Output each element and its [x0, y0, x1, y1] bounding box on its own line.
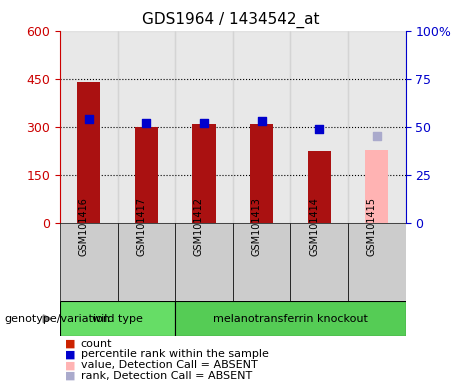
Bar [233, 223, 290, 301]
Text: GSM101413: GSM101413 [252, 197, 262, 256]
Bar [60, 301, 175, 336]
Bar [175, 301, 406, 336]
Bar [77, 82, 100, 223]
Bar [348, 31, 406, 223]
Bar [233, 31, 290, 223]
Bar [60, 223, 118, 301]
Text: genotype/variation: genotype/variation [5, 314, 111, 324]
Bar [193, 124, 216, 223]
Bar [118, 223, 175, 301]
Point [142, 120, 150, 126]
Text: GSM101412: GSM101412 [194, 197, 204, 256]
Point [258, 118, 266, 124]
Text: GSM101415: GSM101415 [367, 197, 377, 256]
Text: GSM101417: GSM101417 [136, 197, 146, 256]
Bar [250, 124, 273, 223]
Bar [135, 127, 158, 223]
Point [200, 120, 207, 126]
Text: value, Detection Call = ABSENT: value, Detection Call = ABSENT [81, 360, 257, 370]
Text: GDS1964 / 1434542_at: GDS1964 / 1434542_at [142, 12, 319, 28]
Text: percentile rank within the sample: percentile rank within the sample [81, 349, 269, 359]
Point [85, 116, 92, 122]
Text: wild type: wild type [92, 314, 143, 324]
Text: melanotransferrin knockout: melanotransferrin knockout [213, 314, 368, 324]
Bar [60, 31, 118, 223]
Bar [175, 223, 233, 301]
Bar [290, 31, 348, 223]
Point [373, 133, 381, 139]
Bar [290, 223, 348, 301]
Text: count: count [81, 339, 112, 349]
Bar [365, 150, 388, 223]
Point [315, 126, 323, 132]
Text: rank, Detection Call = ABSENT: rank, Detection Call = ABSENT [81, 371, 252, 381]
Bar [118, 31, 175, 223]
Bar [175, 31, 233, 223]
Text: ■: ■ [65, 339, 75, 349]
Text: ■: ■ [65, 360, 75, 370]
Text: ■: ■ [65, 371, 75, 381]
Bar [308, 151, 331, 223]
Text: GSM101416: GSM101416 [79, 197, 89, 256]
Text: GSM101414: GSM101414 [309, 197, 319, 256]
Bar [348, 223, 406, 301]
Text: ■: ■ [65, 349, 75, 359]
